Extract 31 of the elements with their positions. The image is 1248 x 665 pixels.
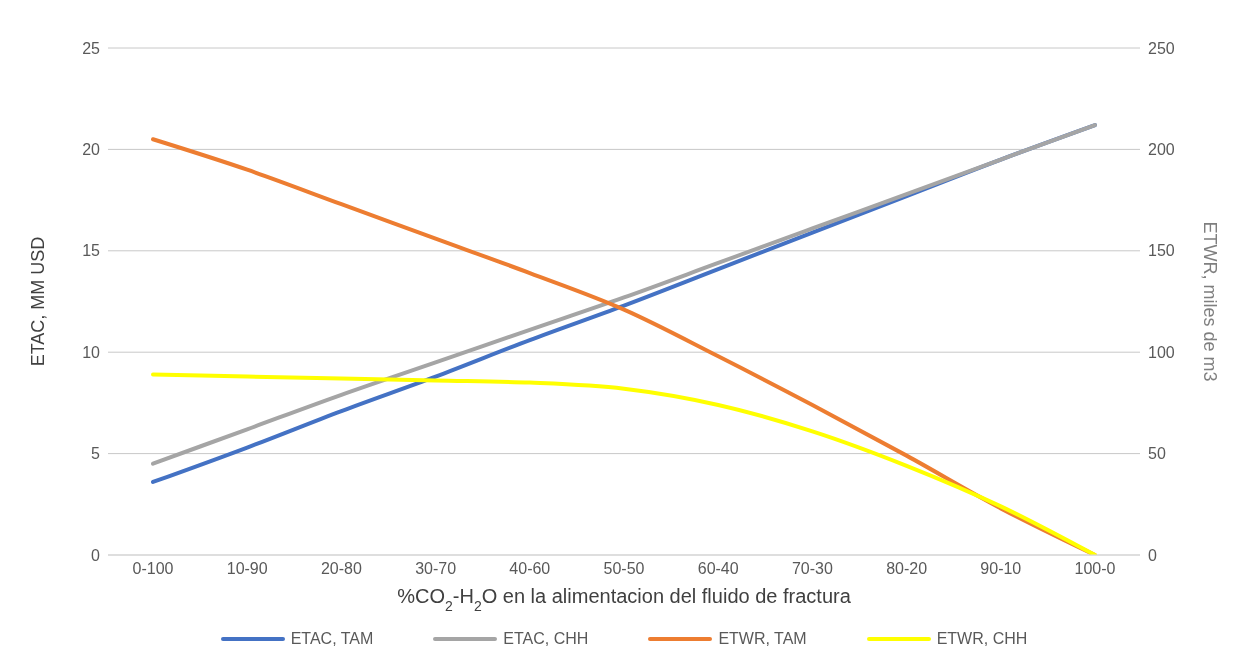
y2-tick-label: 0 (1148, 546, 1157, 564)
x-tick-label: 60-40 (697, 560, 739, 578)
y2-axis-title: ETWR, miles de m3 (1199, 221, 1220, 382)
y-tick-label: 5 (91, 445, 101, 463)
y-tick-label: 10 (82, 343, 101, 361)
x-tick-label: 90-10 (980, 560, 1022, 578)
y-tick-label: 25 (82, 39, 101, 57)
legend-label: ETAC, TAM (290, 630, 374, 648)
y-axis-title: ETAC, MM USD (28, 236, 49, 367)
x-tick-label: 10-90 (226, 560, 268, 578)
y-tick-label: 15 (82, 242, 101, 260)
x-tick-label: 80-20 (886, 560, 928, 578)
x-tick-label: 50-50 (603, 560, 645, 578)
y-tick-label: 20 (82, 141, 101, 159)
legend-label: ETAC, CHH (503, 630, 589, 648)
y2-tick-label: 150 (1148, 242, 1175, 260)
x-tick-label: 30-70 (415, 560, 457, 578)
x-tick-label: 20-80 (320, 560, 362, 578)
x-tick-label: 40-60 (509, 560, 551, 578)
legend-label: ETWR, CHH (936, 630, 1028, 648)
x-axis-title: %CO$_{2}$-H$_{2}$O en la alimentacion del fluido de fractura (397, 585, 852, 614)
y2-tick-label: 200 (1148, 141, 1175, 159)
x-tick-label: 100-0 (1074, 560, 1116, 578)
x-tick-label: 70-30 (791, 560, 833, 578)
line-series (151, 372, 1097, 555)
x-tick-label: 0-100 (132, 560, 174, 578)
legend-label: ETWR, TAM (718, 630, 807, 648)
y-tick-label: 0 (91, 546, 101, 564)
y2-tick-label: 100 (1148, 343, 1175, 361)
y2-tick-label: 250 (1148, 39, 1175, 57)
y2-tick-label: 50 (1148, 445, 1166, 463)
